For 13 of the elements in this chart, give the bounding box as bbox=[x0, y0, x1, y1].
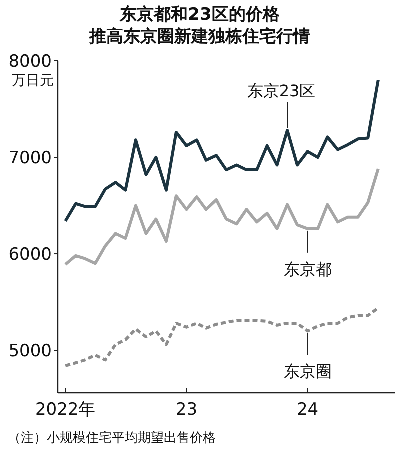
chart-title: 东京都和23区的价格推高东京圈新建独栋住宅行情 bbox=[88, 5, 310, 47]
series-label: 东京都 bbox=[284, 260, 332, 279]
text: （注）小规模住宅平均期望出售价格 bbox=[8, 430, 216, 446]
y-tick-label: 6000 bbox=[8, 245, 52, 266]
y-tick-label: 8000 bbox=[8, 52, 52, 72]
x-tick-label: 23 bbox=[176, 400, 198, 420]
y-axis-title: 万日元 bbox=[12, 73, 54, 89]
y-tick-label: 7000 bbox=[8, 148, 52, 169]
y-tick-label: 5000 bbox=[8, 342, 52, 362]
x-tick-label: 24 bbox=[296, 400, 319, 420]
text: 东京23区 bbox=[247, 81, 316, 100]
x-tick-label: 2022年 bbox=[35, 400, 96, 420]
text: 东京圈 bbox=[284, 362, 332, 382]
